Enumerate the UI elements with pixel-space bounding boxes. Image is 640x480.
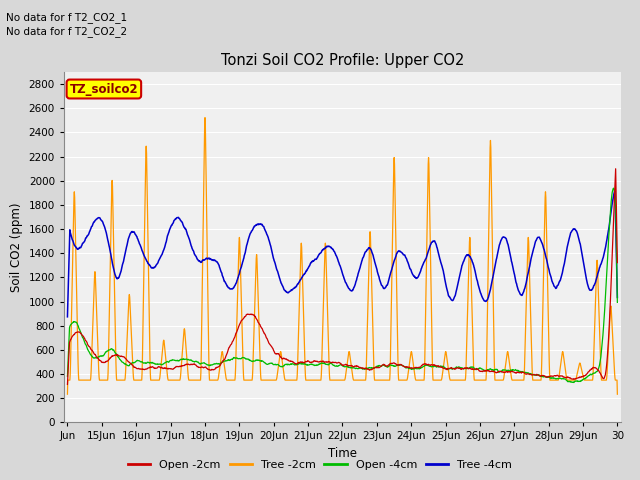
Tree -2cm [201,115,209,120]
Open -4cm [63,373,71,379]
Tree -4cm [63,314,71,320]
Open -2cm [443,366,451,372]
Open -4cm [345,365,353,371]
Tree -4cm [162,240,170,246]
Tree -2cm [579,370,586,375]
Open -4cm [610,185,618,191]
Open -4cm [579,377,586,383]
Open -2cm [578,374,586,380]
Open -2cm [74,329,81,335]
Tree -2cm [614,391,621,397]
Open -2cm [612,166,620,172]
Open -2cm [312,358,320,364]
Tree -4cm [614,295,621,300]
Line: Open -4cm: Open -4cm [67,188,618,383]
Tree -2cm [312,377,320,383]
Tree -4cm [578,251,586,256]
Tree -4cm [345,286,353,291]
Line: Tree -2cm: Tree -2cm [67,118,618,394]
Text: No data for f T2_CO2_1: No data for f T2_CO2_1 [6,12,127,23]
Tree -4cm [611,188,619,194]
Tree -4cm [74,246,81,252]
Y-axis label: Soil CO2 (ppm): Soil CO2 (ppm) [10,203,23,292]
Open -2cm [162,366,170,372]
Open -4cm [74,322,81,328]
Open -2cm [614,260,621,265]
X-axis label: Time: Time [328,447,357,460]
Open -2cm [345,362,353,368]
Open -4cm [614,300,621,305]
Text: TZ_soilco2: TZ_soilco2 [70,83,138,96]
Tree -2cm [345,348,353,354]
Line: Open -2cm: Open -2cm [67,169,618,384]
Text: No data for f T2_CO2_2: No data for f T2_CO2_2 [6,26,127,37]
Open -4cm [162,360,170,365]
Tree -2cm [162,356,170,362]
Open -4cm [312,362,320,368]
Open -4cm [443,366,451,372]
Open -4cm [570,380,577,385]
Line: Tree -4cm: Tree -4cm [67,191,618,317]
Title: Tonzi Soil CO2 Profile: Upper CO2: Tonzi Soil CO2 Profile: Upper CO2 [221,53,464,68]
Tree -4cm [443,284,451,290]
Tree -2cm [63,391,71,397]
Tree -2cm [74,344,81,350]
Legend: Open -2cm, Tree -2cm, Open -4cm, Tree -4cm: Open -2cm, Tree -2cm, Open -4cm, Tree -4… [124,456,516,474]
Tree -2cm [443,355,451,360]
Open -2cm [63,382,71,387]
Tree -4cm [312,256,320,262]
